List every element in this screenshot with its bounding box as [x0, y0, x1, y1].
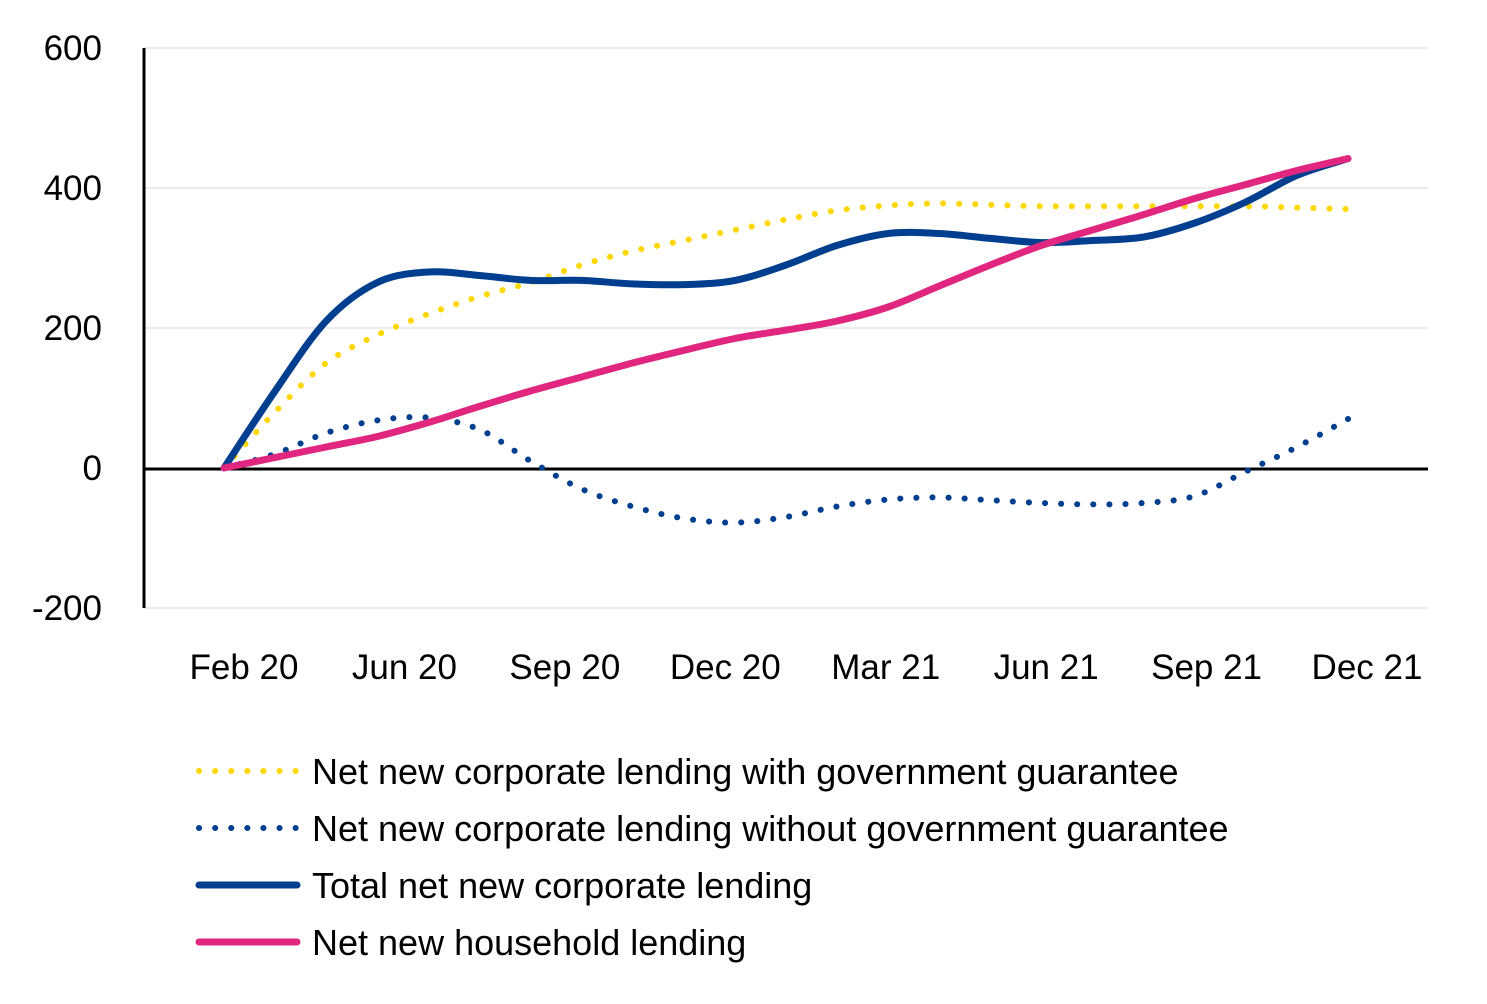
legend-label: Net new corporate lending with governmen… [312, 751, 1179, 792]
x-tick-label: Sep 20 [509, 648, 620, 687]
series-line-net-new-corporate-lending-without-government-guarantee [221, 414, 1351, 526]
series-lines [220, 155, 1352, 526]
y-tick-label: 400 [44, 169, 102, 208]
y-tick-label: -200 [32, 589, 102, 628]
legend-item: Net new corporate lending with governmen… [196, 751, 1179, 792]
x-tick-label: Sep 21 [1151, 648, 1262, 687]
series-line-net-new-household-lending [220, 155, 1352, 472]
y-axis-ticks: 600 400 200 0 -200 [32, 29, 102, 628]
legend-label: Net new corporate lending without govern… [312, 808, 1229, 849]
y-tick-label: 0 [83, 449, 102, 488]
y-tick-label: 600 [44, 29, 102, 68]
legend-label: Net new household lending [312, 922, 746, 963]
x-axis-ticks: Feb 20 Jun 20 Sep 20 Dec 20 Mar 21 Jun 21 Sep … [190, 648, 1423, 687]
legend-item: Net new corporate lending without govern… [196, 808, 1229, 849]
legend: Net new corporate lending with governmen… [195, 751, 1229, 963]
series-line-net-new-corporate-lending-with-government-guarantee [221, 200, 1351, 471]
series-line-total-net-new-corporate-lending [220, 155, 1352, 472]
x-tick-label: Jun 21 [994, 648, 1099, 687]
legend-item: Total net new corporate lending [195, 865, 812, 906]
y-tick-label: 200 [44, 309, 102, 348]
x-tick-label: Feb 20 [190, 648, 299, 687]
legend-item: Net new household lending [195, 922, 746, 963]
axes [142, 48, 1428, 608]
x-tick-label: Mar 21 [831, 648, 940, 687]
x-tick-label: Jun 20 [352, 648, 457, 687]
x-tick-label: Dec 20 [670, 648, 781, 687]
legend-label: Total net new corporate lending [312, 865, 812, 906]
x-tick-label: Dec 21 [1312, 648, 1423, 687]
